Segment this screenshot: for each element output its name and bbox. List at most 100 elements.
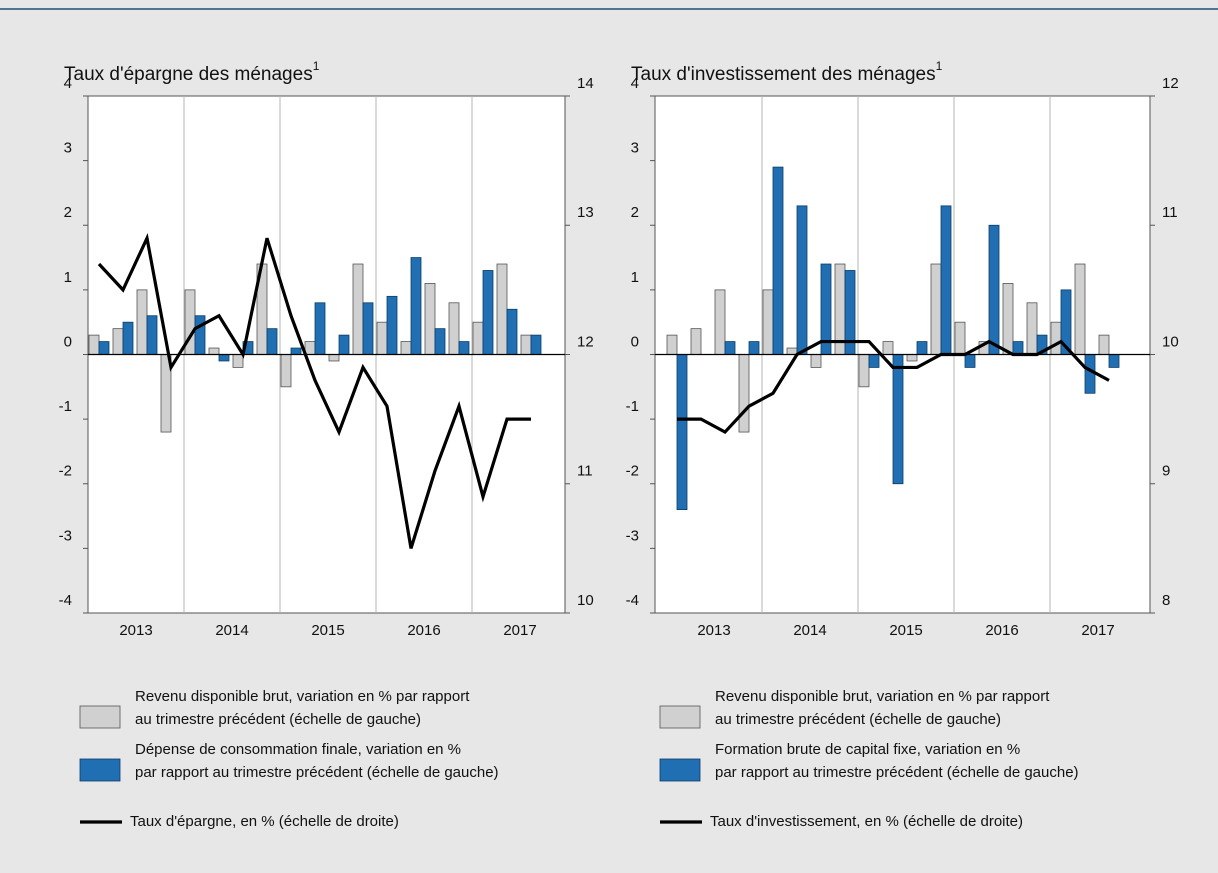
bar [858, 354, 870, 388]
bar [496, 263, 508, 355]
bar [906, 354, 918, 362]
legend-swatch [659, 758, 701, 782]
bar [122, 321, 134, 355]
bar [194, 315, 206, 355]
chart-title: Taux d'investissement des ménages1 [631, 59, 943, 85]
y2-tick-label: 10 [577, 592, 594, 609]
y-tick-label: 1 [631, 269, 639, 286]
y2-tick-label: 9 [1162, 463, 1170, 480]
y-tick-label: -1 [59, 398, 72, 415]
bar [434, 328, 446, 355]
bar [1012, 341, 1024, 355]
legend-swatch [79, 758, 121, 782]
x-tick-label: 2015 [889, 622, 922, 639]
bar [88, 334, 100, 355]
bar [930, 263, 942, 355]
bar [786, 347, 798, 355]
y-tick-label: 0 [64, 333, 72, 350]
bar [280, 354, 292, 388]
bar [448, 302, 460, 355]
bar [964, 354, 976, 368]
bar [954, 321, 966, 355]
bar [304, 341, 316, 355]
y-tick-label: -2 [626, 463, 639, 480]
x-tick-label: 2013 [119, 622, 152, 639]
bar [424, 283, 436, 355]
bar [218, 354, 230, 362]
y2-tick-label: 11 [1162, 204, 1178, 221]
line-series [97, 232, 531, 549]
y-tick-label: 1 [64, 269, 72, 286]
bar [232, 354, 244, 368]
bar [530, 334, 542, 355]
bar [940, 205, 952, 355]
bar [676, 354, 688, 511]
legend-label: par rapport au trimestre précédent (éche… [135, 764, 499, 781]
bar [1026, 302, 1038, 355]
y-tick-label: 0 [631, 333, 639, 350]
bar [1050, 321, 1062, 355]
bar [290, 347, 302, 355]
title-text: Taux d'épargne des ménages [64, 64, 313, 85]
y2-tick-label: 14 [577, 75, 594, 92]
bar [988, 224, 1000, 355]
x-tick-label: 2014 [793, 622, 826, 639]
bar [400, 341, 412, 355]
bar [762, 289, 774, 355]
legend-label: Taux d'investissement, en % (échelle de … [710, 813, 1023, 830]
y-tick-label: 2 [631, 204, 639, 221]
x-tick-label: 2016 [407, 622, 440, 639]
bar [266, 328, 278, 355]
bar [1098, 334, 1110, 355]
y2-tick-label: 12 [577, 333, 594, 350]
bar [328, 354, 340, 362]
y2-tick-label: 8 [1162, 592, 1170, 609]
bar [136, 289, 148, 355]
chart-title: Taux d'épargne des ménages1 [64, 59, 320, 85]
bar [666, 334, 678, 355]
legend-label: Formation brute de capital fixe, variati… [715, 741, 1020, 758]
x-tick-label: 2016 [985, 622, 1018, 639]
bar [338, 334, 350, 355]
x-tick-label: 2017 [1081, 622, 1114, 639]
bar [738, 354, 750, 433]
bar [748, 341, 760, 355]
bar [314, 302, 326, 355]
x-tick-label: 2015 [311, 622, 344, 639]
bar [410, 257, 422, 355]
legend-label: Revenu disponible brut, variation en % p… [135, 688, 470, 705]
legend-label: par rapport au trimestre précédent (éche… [715, 764, 1079, 781]
legend-label: Taux d'épargne, en % (échelle de droite) [130, 813, 399, 830]
title-text: Taux d'investissement des ménages [631, 64, 936, 85]
bar [882, 341, 894, 355]
y-tick-label: -3 [626, 527, 639, 544]
legend-swatch [659, 705, 701, 729]
bar [796, 205, 808, 355]
bar [472, 321, 484, 355]
bar [458, 341, 470, 355]
bar [98, 341, 110, 355]
bar [352, 263, 364, 355]
x-tick-label: 2017 [503, 622, 536, 639]
y-tick-label: 3 [631, 140, 639, 157]
bar [362, 302, 374, 355]
bar [208, 347, 220, 355]
x-tick-label: 2013 [697, 622, 730, 639]
bar [112, 328, 124, 355]
bar [1108, 354, 1120, 368]
legend-label: Dépense de consommation finale, variatio… [135, 741, 461, 758]
bar [146, 315, 158, 355]
title-note: 1 [936, 59, 943, 73]
legend-label: Revenu disponible brut, variation en % p… [715, 688, 1050, 705]
bar [1084, 354, 1096, 394]
y2-tick-label: 13 [577, 204, 594, 221]
y-tick-label: -2 [59, 463, 72, 480]
bar [1074, 263, 1086, 355]
bar [868, 354, 880, 368]
y2-tick-label: 12 [1162, 75, 1179, 92]
bar [506, 308, 518, 355]
y2-tick-label: 11 [577, 463, 593, 480]
legend-label: au trimestre précédent (échelle de gauch… [135, 711, 421, 728]
bar [892, 354, 904, 485]
